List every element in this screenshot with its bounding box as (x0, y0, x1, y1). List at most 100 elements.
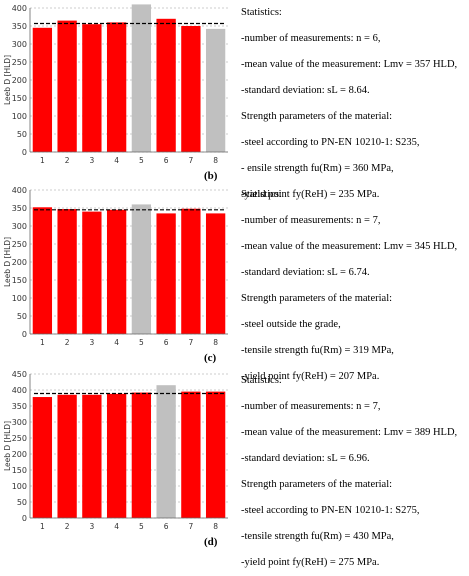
y-tick-label: 350 (12, 402, 27, 411)
x-tick-label: 5 (139, 522, 144, 531)
bar (106, 393, 127, 518)
x-tick-label: 8 (213, 338, 218, 347)
y-tick-label: 0 (22, 514, 27, 523)
x-tick-label: 3 (89, 338, 94, 347)
y-tick-label: 100 (12, 112, 27, 121)
x-tick-label: 8 (213, 522, 218, 531)
stats-line: -mean value of the measurement: Lmv = 35… (241, 59, 458, 70)
x-tick-label: 7 (188, 156, 193, 165)
y-axis-label: Leeb D [HLD] (3, 421, 12, 471)
stats-line: Statistics: (241, 189, 282, 200)
panel-label-b: (b) (204, 170, 218, 182)
x-tick-label: 6 (164, 156, 169, 165)
bar (156, 18, 176, 152)
bar (32, 207, 53, 334)
stats-line: -tensile strength fu(Rm) = 319 MPa, (241, 345, 394, 356)
x-tick-label: 6 (164, 522, 169, 531)
x-tick-label: 2 (65, 338, 70, 347)
stats-line: Strength parameters of the material: (241, 479, 393, 490)
y-tick-label: 200 (12, 76, 27, 85)
stats-line: -yield point fy(ReH) = 275 MPa. (241, 557, 380, 568)
bar (131, 4, 152, 153)
bar (131, 392, 152, 518)
panel-label-d: (d) (204, 536, 218, 548)
bar (32, 27, 53, 152)
stats-line: -mean value of the measurement: Lmv = 38… (241, 427, 458, 438)
x-tick-label: 1 (40, 522, 45, 531)
x-tick-label: 3 (89, 522, 94, 531)
stats-line: -steel outside the grade, (241, 319, 341, 330)
y-tick-label: 350 (12, 204, 27, 213)
bar (106, 209, 127, 334)
bar (57, 20, 77, 152)
y-tick-label: 100 (12, 294, 27, 303)
y-tick-label: 100 (12, 482, 27, 491)
stats-line: Strength parameters of the material: (241, 111, 393, 122)
stats-line: -yield point fy(ReH) = 235 MPa. (241, 189, 380, 200)
bar (181, 26, 201, 152)
x-tick-label: 4 (114, 156, 119, 165)
stats-line: -tensile strength fu(Rm) = 430 MPa, (241, 531, 394, 542)
bar (82, 211, 102, 334)
y-tick-label: 50 (17, 498, 27, 507)
stats-line: -steel according to PN-EN 10210-1: S235, (241, 137, 420, 148)
y-tick-label: 200 (12, 450, 27, 459)
stats-line: -mean value of the measurement: Lmv = 34… (241, 241, 458, 252)
y-tick-label: 50 (17, 130, 27, 139)
bar (205, 391, 226, 518)
bar (57, 209, 77, 334)
y-tick-label: 300 (12, 40, 27, 49)
x-tick-label: 1 (40, 338, 45, 347)
y-axis-label: Leeb D [HLD] (3, 237, 12, 287)
x-tick-label: 7 (188, 522, 193, 531)
bar-chart-c: 0 50 100 150 200 250 300 350 400 Leeb D [HLD] 1 2 3 4… (3, 186, 228, 347)
bar (156, 213, 176, 334)
bar (82, 394, 102, 518)
x-tick-label: 4 (114, 522, 119, 531)
y-tick-label: 150 (12, 94, 27, 103)
stats-line: Statistics: (241, 375, 282, 386)
stats-line: -number of measurements: n = 7, (241, 215, 381, 226)
y-tick-label: 300 (12, 222, 27, 231)
bar-chart-d: 0 50 100 150 200 250 300 350 400 450 Leeb D [HLD] 1… (3, 370, 228, 531)
stats-line: Statistics: (241, 7, 282, 18)
bar (156, 385, 176, 518)
x-tick-label: 5 (139, 156, 144, 165)
y-tick-label: 300 (12, 418, 27, 427)
bar (32, 397, 53, 518)
bar (205, 213, 226, 334)
bar (131, 204, 152, 334)
y-tick-label: 0 (22, 330, 27, 339)
y-axis-label: Leeb D [HLD] (3, 55, 12, 105)
stats-line: -number of measurements: n = 6, (241, 33, 381, 44)
bar (181, 391, 201, 518)
y-tick-label: 400 (12, 4, 27, 13)
bar (205, 28, 226, 153)
stats-line: - ensile strength fu(Rm) = 360 MPa, (241, 163, 394, 174)
y-tick-label: 250 (12, 434, 27, 443)
stats-line: -standard deviation: sL = 8.64. (241, 85, 370, 96)
stats-line: Strength parameters of the material: (241, 293, 393, 304)
y-tick-label: 350 (12, 22, 27, 31)
stats-block-d: Statistics: -number of measurements: n =… (241, 368, 467, 576)
x-tick-label: 2 (65, 156, 70, 165)
stats-line: -number of measurements: n = 7, (241, 401, 381, 412)
y-tick-label: 450 (12, 370, 27, 379)
y-tick-label: 400 (12, 186, 27, 195)
y-tick-label: 0 (22, 148, 27, 157)
stats-block-b: Statistics: -number of measurements: n =… (241, 0, 467, 208)
bar (57, 394, 77, 518)
x-tick-label: 2 (65, 522, 70, 531)
y-tick-label: 150 (12, 276, 27, 285)
x-tick-label: 4 (114, 338, 119, 347)
y-tick-label: 200 (12, 258, 27, 267)
y-tick-label: 250 (12, 58, 27, 67)
x-tick-label: 6 (164, 338, 169, 347)
bar (106, 22, 127, 153)
stats-line: -standard deviation: sL = 6.74. (241, 267, 370, 278)
y-tick-label: 150 (12, 466, 27, 475)
x-tick-label: 8 (213, 156, 218, 165)
stats-block-c: Statistics: -number of measurements: n =… (241, 182, 467, 390)
x-tick-label: 7 (188, 338, 193, 347)
x-tick-label: 1 (40, 156, 45, 165)
